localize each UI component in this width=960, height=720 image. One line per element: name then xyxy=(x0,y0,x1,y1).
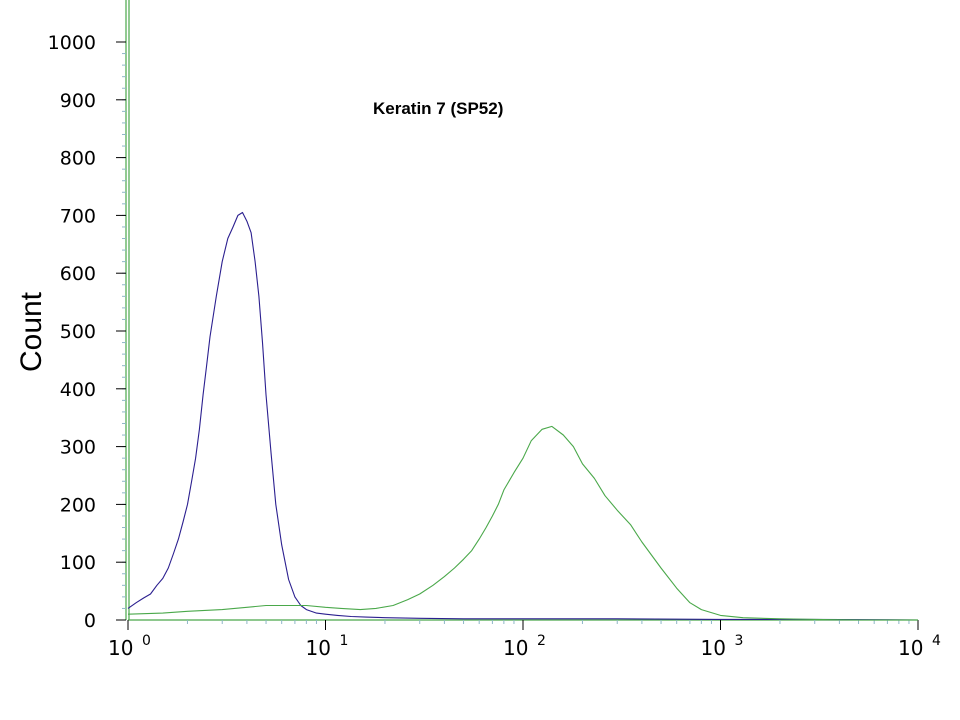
y-tick-label: 1000 xyxy=(48,32,96,54)
x-tick-exponent: 1 xyxy=(340,633,349,649)
y-tick-label: 400 xyxy=(60,379,96,401)
x-tick-label: 10 2 xyxy=(503,633,546,660)
x-tick-base: 10 xyxy=(503,636,528,660)
y-tick-label: 200 xyxy=(60,494,96,516)
y-tick-label: 100 xyxy=(60,552,96,574)
x-tick-exponent: 3 xyxy=(735,633,744,649)
series-line-2 xyxy=(127,425,918,621)
x-tick-base: 10 xyxy=(898,636,923,660)
y-tick-label: 0 xyxy=(84,610,96,632)
x-tick-exponent: 4 xyxy=(932,633,941,649)
x-tick-label: 10 4 xyxy=(898,633,941,660)
chart-title: Keratin 7 (SP52) xyxy=(373,99,503,118)
y-tick-label: 900 xyxy=(60,90,96,112)
x-tick-base: 10 xyxy=(108,636,133,660)
y-tick-label: 300 xyxy=(60,437,96,459)
x-tick-exponent: 0 xyxy=(142,633,151,649)
y-tick-label: 600 xyxy=(60,263,96,285)
y-tick-label: 500 xyxy=(60,321,96,343)
y-tick-label: 700 xyxy=(60,205,96,227)
y-tick-label: 800 xyxy=(60,148,96,170)
y-axis-label: Count xyxy=(15,291,48,372)
x-tick-base: 10 xyxy=(701,636,726,660)
x-tick-label: 10 0 xyxy=(108,633,151,660)
x-tick-label: 10 1 xyxy=(306,633,349,660)
x-tick-base: 10 xyxy=(306,636,331,660)
x-tick-label: 10 3 xyxy=(701,633,744,660)
series-line-1 xyxy=(127,211,919,621)
series-lines xyxy=(127,211,919,621)
x-tick-exponent: 2 xyxy=(537,633,546,649)
